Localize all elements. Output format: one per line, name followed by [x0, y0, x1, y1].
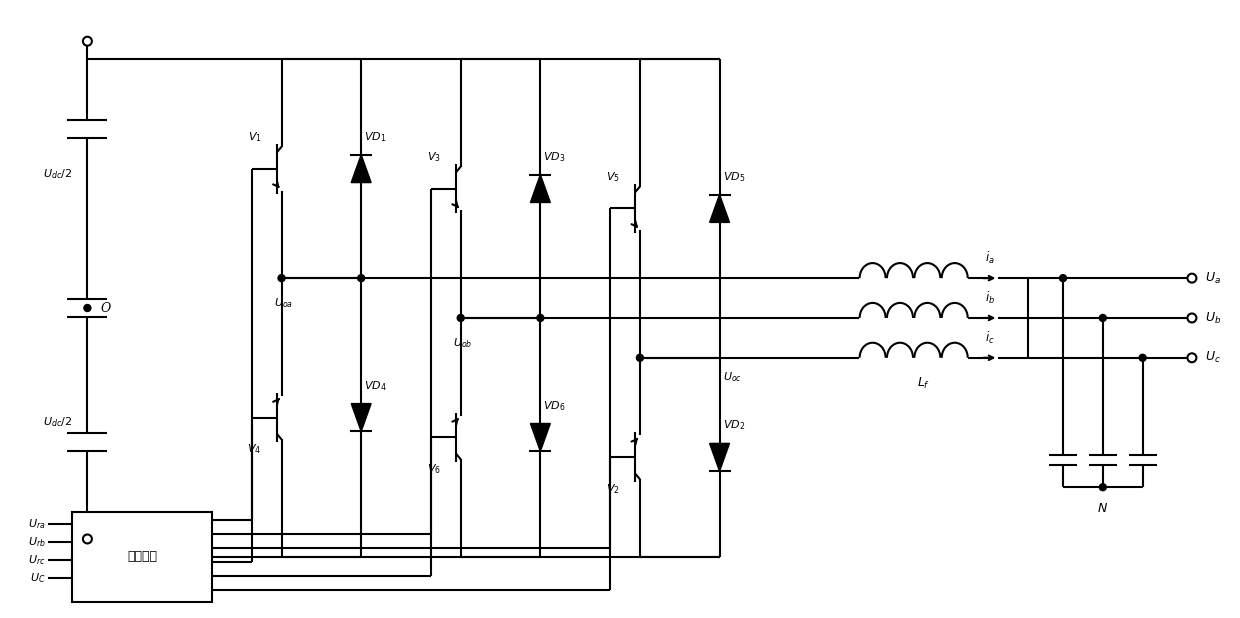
Text: $U_{rb}$: $U_{rb}$ [27, 535, 46, 549]
Circle shape [636, 354, 644, 362]
Circle shape [537, 315, 544, 321]
Text: $i_c$: $i_c$ [986, 330, 996, 346]
Text: $U_{dc}/2$: $U_{dc}/2$ [43, 167, 72, 180]
Text: $U_{oc}$: $U_{oc}$ [723, 370, 742, 384]
Circle shape [84, 305, 91, 311]
Text: $VD_1$: $VD_1$ [365, 130, 387, 144]
Text: O: O [100, 302, 110, 315]
Polygon shape [709, 195, 729, 222]
Circle shape [1140, 354, 1146, 362]
Text: $U_c$: $U_c$ [1205, 350, 1221, 365]
Text: $VD_4$: $VD_4$ [365, 379, 387, 392]
Circle shape [1059, 274, 1066, 282]
Text: $U_{ob}$: $U_{ob}$ [453, 336, 472, 350]
Text: $V_1$: $V_1$ [248, 130, 262, 144]
Text: $U_{oa}$: $U_{oa}$ [274, 296, 293, 310]
Bar [72, 512, 212, 602]
Text: $N$: $N$ [1097, 502, 1109, 515]
Text: $VD_5$: $VD_5$ [723, 170, 745, 184]
Circle shape [458, 315, 464, 321]
Text: $V_3$: $V_3$ [427, 150, 440, 164]
Polygon shape [709, 443, 729, 472]
Text: $U_b$: $U_b$ [1205, 310, 1221, 326]
Text: $V_5$: $V_5$ [606, 170, 620, 184]
Text: $U_{dc}/2$: $U_{dc}/2$ [43, 415, 72, 430]
Text: 调制电路: 调制电路 [128, 551, 157, 564]
Text: $V_4$: $V_4$ [248, 442, 262, 456]
Text: $i_a$: $i_a$ [986, 250, 996, 266]
Text: $U_{rc}$: $U_{rc}$ [29, 553, 46, 567]
Circle shape [278, 274, 285, 282]
Text: $U_C$: $U_C$ [30, 571, 46, 585]
Polygon shape [351, 404, 371, 431]
Text: $V_2$: $V_2$ [606, 482, 620, 496]
Polygon shape [351, 154, 371, 182]
Text: $i_b$: $i_b$ [986, 290, 996, 306]
Text: $U_a$: $U_a$ [1205, 271, 1221, 286]
Circle shape [1100, 484, 1106, 491]
Circle shape [1100, 315, 1106, 321]
Polygon shape [531, 175, 551, 203]
Text: $V_6$: $V_6$ [427, 462, 440, 476]
Circle shape [357, 274, 365, 282]
Text: $VD_2$: $VD_2$ [723, 418, 745, 433]
Text: $VD_6$: $VD_6$ [543, 399, 565, 413]
Text: $U_{ra}$: $U_{ra}$ [29, 517, 46, 531]
Polygon shape [531, 423, 551, 451]
Text: $L_f$: $L_f$ [918, 376, 930, 391]
Text: $VD_3$: $VD_3$ [543, 150, 565, 164]
